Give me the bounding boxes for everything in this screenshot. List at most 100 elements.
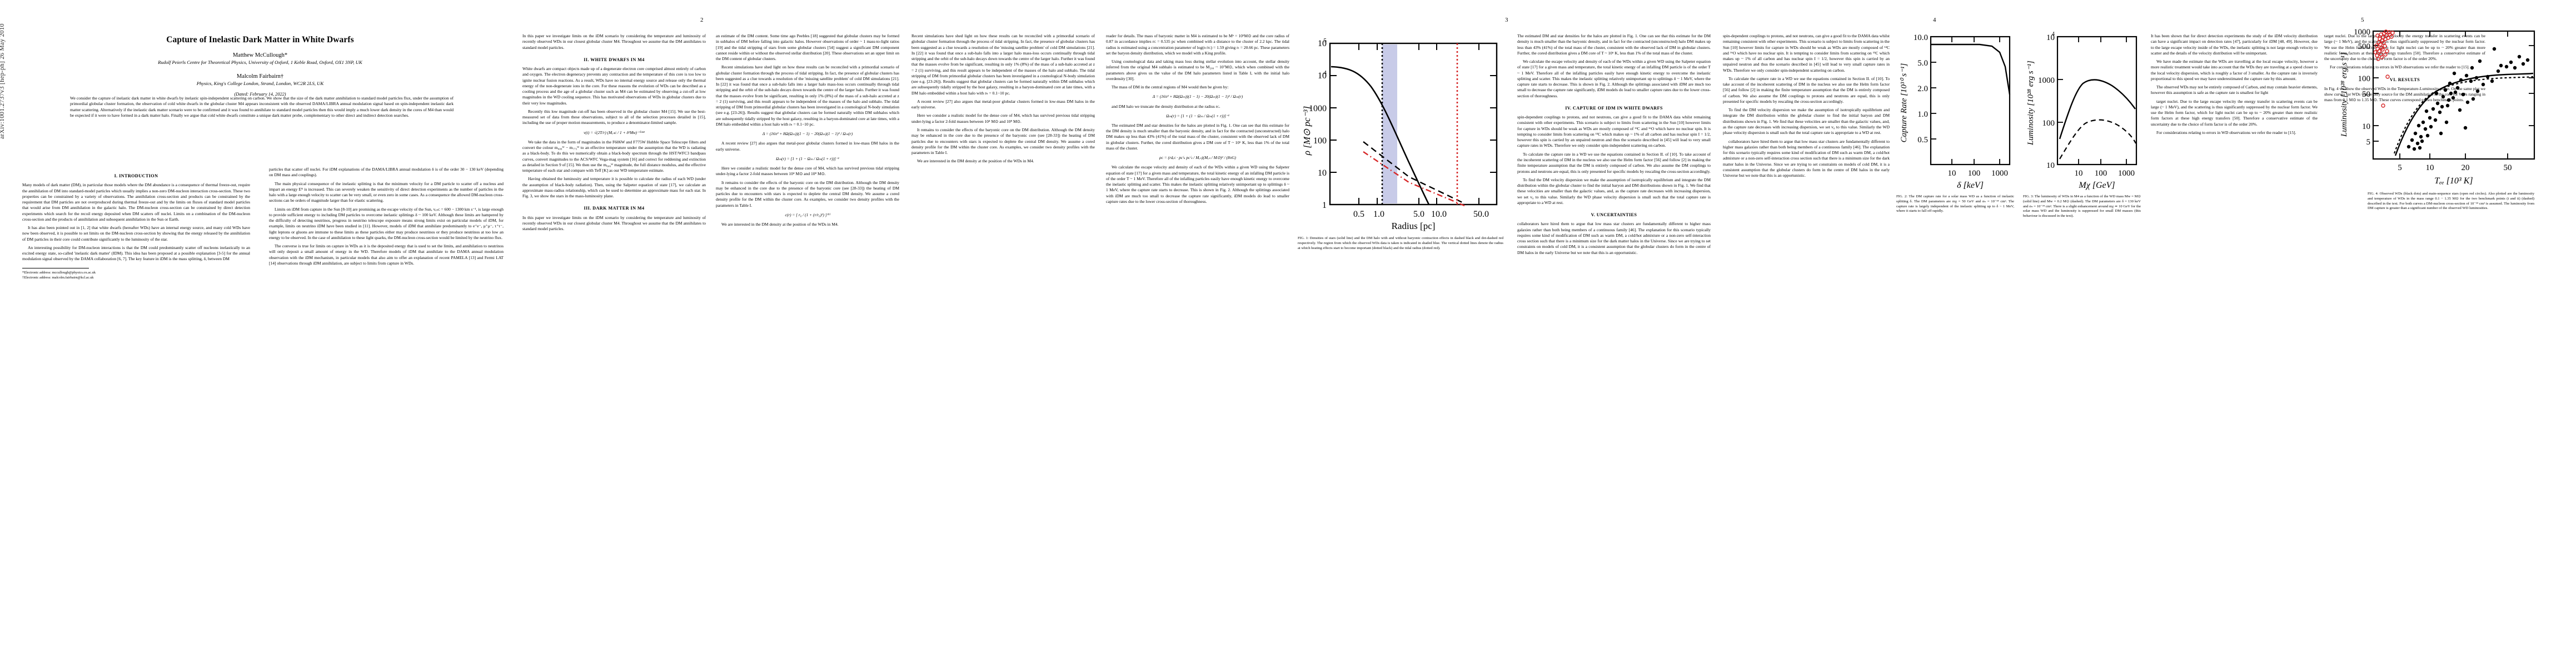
paragraph: an estimate of the DM content. Some time… (716, 33, 899, 62)
y-tick-label: 1.0 (1917, 110, 1928, 119)
paragraph: spin-dependent couplings to protons, and… (1723, 33, 1890, 73)
paragraph: target nuclei. Due to the large escape v… (2151, 98, 2318, 127)
y-tick-label: 100 (2042, 119, 2055, 128)
y-tick-exp: 4 (1324, 69, 1327, 76)
x-tick-label: 1.0 (1373, 210, 1384, 219)
affiliation-1: Rudolf Peierls Centre for Theoretical Ph… (158, 59, 362, 66)
x-tick-label: 1000 (1991, 169, 2008, 178)
x-tick-label: 20 (2462, 163, 2470, 172)
paragraph: An interesting possibility for DM-nucleo… (22, 245, 250, 262)
y-tick-label: 1000 (2038, 76, 2055, 85)
equation: Δ = (16π³ + 8Ω(Ωₘ))(1 − 1) − 20(Ωₘ)(1 − … (1152, 94, 1243, 99)
benchmark-curve-i (2394, 72, 2534, 156)
paragraph: The estimated DM and star densities for … (1106, 122, 1289, 151)
equation: ρᴄ = (rdₑᴄ · pcⁱₖ pcⁱₛ / Mₑₛ)(Mₑₛ / M⊙)²… (1159, 155, 1237, 161)
section-heading-results: VI. RESULTS (2389, 77, 2420, 82)
x-axis-label: Radius [pc] (1392, 221, 1436, 231)
paragraph: collaborators have hired them to argue t… (1723, 138, 1890, 178)
section-heading-introduction: I. INTRODUCTION (114, 173, 158, 178)
x-tick-label: 100 (2095, 169, 2107, 178)
y-tick-label: 10 (2362, 122, 2370, 131)
y-tick-label: 100 (2358, 74, 2371, 83)
affiliation-2: Physics, King's College London, Strand, … (196, 80, 324, 86)
x-tick-label: 10 (1948, 169, 1956, 178)
paragraph: We calculate the escape velocity and den… (1106, 165, 1289, 204)
y-tick-label: 10 (1318, 168, 1327, 178)
arxiv-stamp: arXiv:1001.2737v3 [hep-ph] 26 May 2010 (0, 23, 6, 139)
y-tick-label: 100 (1313, 136, 1327, 146)
paragraph: and DM halo we truncate the density dist… (1112, 103, 1220, 109)
paragraph: particles that scatter off nuclei. For i… (269, 167, 504, 178)
y-axis-label: Capture Rate [10³⁰ s⁻¹] (1900, 63, 1909, 142)
x-tick-label: 100 (1968, 169, 1981, 178)
y-tick-label: 10 (2046, 33, 2055, 42)
figure-4-plot: 1000 500 100 50 10 5 5 10 20 50 Tₑₑ [10³… (2340, 28, 2535, 186)
page3-column-2: reader for details. The mass of baryonic… (1106, 33, 1289, 207)
page3-column-1: Recent simulations have shed light on ho… (911, 33, 1095, 167)
paragraph: Recent simulations have shed light on ho… (716, 64, 899, 127)
folio-2: 2 (700, 17, 704, 23)
figure-1-caption: FIG. 1: Densities of stars (solid line) … (1298, 236, 1503, 250)
x-tick-label: 5.0 (1413, 210, 1424, 219)
paragraph: The observed WDs may not be entirely com… (2151, 84, 2318, 96)
figure-2-plot: 10.0 5.0 2.0 1.0 0.5 10 100 1000 δ [keV]… (1900, 33, 2011, 190)
figure-2-caption: FIG. 2: The DM capture rate for a solar … (1896, 195, 2014, 213)
x-tick-label: 0.5 (1353, 210, 1364, 219)
y-tick-label: 5.0 (1917, 59, 1928, 68)
title-block: Capture of Inelastic Dark Matter in Whit… (10, 34, 510, 97)
page-4: 3 (1295, 0, 1717, 667)
paragraph: Limits on iDM from capture in the Sun [8… (269, 206, 504, 240)
figure-4: 1000 500 100 50 10 5 5 10 20 50 Tₑₑ [10³… (2334, 22, 2573, 211)
x-axis-label: Tₑₑ [10³ K] (2434, 176, 2473, 186)
page-1: Capture of Inelastic Dark Matter in Whit… (10, 0, 510, 667)
paragraph: reader for details. The mass of baryonic… (1106, 33, 1289, 56)
paragraph: For considerations relating to errors in… (2330, 64, 2470, 70)
x-tick-label: 10.0 (1431, 210, 1447, 219)
y-tick-label: 500 (2358, 42, 2371, 51)
y-tick-label: 50 (2362, 90, 2370, 99)
figure-3-plot: 10 4 1000 100 10 10 100 1000 Mχ [GeV] Lu… (2026, 31, 2137, 190)
paragraph: Having obtained the luminosity and tempe… (522, 176, 706, 199)
y-tick-exp: 4 (2052, 31, 2055, 37)
paragraph: In Fig. 4 we show the observed WDs in th… (2324, 86, 2485, 103)
main-sequence-points (2373, 29, 2395, 108)
paragraph: A recent review [27] also argues that me… (716, 141, 899, 152)
stellar-density-curve (1331, 66, 1430, 205)
luminosity-solar-curve (2059, 79, 2136, 140)
x-axis-label: Mχ [GeV] (2078, 181, 2115, 190)
abstract: We consider the capture of inelastic dar… (70, 96, 454, 118)
page-3: Recent simulations have shed light on ho… (911, 0, 1295, 667)
paragraph: White dwarfs are compact objects made up… (522, 66, 706, 106)
page6-column-1: It has been shown that for direct detect… (2151, 33, 2318, 138)
x-tick-label: 50.0 (1473, 210, 1489, 219)
paragraph: To calculate the capture rate in a WD we… (1723, 76, 1890, 104)
footnote-1: *Electronic address: mccullough@physics.… (22, 270, 96, 275)
paragraph: In this paper we investigate limits on t… (522, 33, 706, 50)
y-tick-label: 10 (1318, 71, 1327, 81)
paragraph: It has also been pointed out in [1, 2] t… (22, 225, 250, 242)
x-tick-label: 10 (2426, 163, 2434, 172)
equation: Ωₘ(r) = [1 + (1 − Ωₘ / Ωₘ(1 + r))]⁻¹ (776, 156, 839, 161)
section-heading-wd-m4: II. WHITE DWARFS IN M4 (584, 57, 645, 62)
benchmark-curve-ii (2393, 76, 2534, 154)
page-5: 4 spin-dependent couplings to protons, a… (1723, 0, 2145, 667)
paragraph: For considerations relating to errors in… (2156, 130, 2296, 135)
equation: v(t) = √(2T/r) (Mₑₛᴄ / 1 + δ²Mᴡ)⁻⁰·⁵⁸ (584, 130, 645, 135)
y-tick-label: 1 (1322, 201, 1327, 210)
capture-rate-curve (1931, 43, 2011, 95)
folio-4: 4 (1933, 17, 1936, 23)
page4-column-2: The estimated DM and star densities for … (1517, 33, 1711, 258)
figure-2: 10.0 5.0 2.0 1.0 0.5 10 100 1000 δ [keV]… (1896, 28, 2017, 214)
paragraph: Here we consider a realistic model for t… (911, 113, 1095, 124)
x-tick-label: 50 (2504, 163, 2512, 172)
figure-3: 10 4 1000 100 10 10 100 1000 Mχ [GeV] Lu… (2023, 28, 2144, 219)
figure-3-caption: FIG. 3: The luminosity of WDs in M4 as a… (2023, 195, 2141, 218)
paragraph: A recent review [27] also argues that me… (911, 98, 1095, 110)
page-6: 5 It has been shown that for direct dete… (2151, 0, 2573, 667)
page2-column-1: In this paper we investigate limits on t… (522, 33, 706, 235)
page1-column-1: I. INTRODUCTION Many models of dark matt… (22, 167, 250, 281)
paragraph: Recently this low magnitude cut-off has … (522, 108, 706, 126)
y-tick-label: 0.5 (1917, 136, 1928, 145)
paragraph: The estimated DM and star densities for … (1517, 33, 1711, 56)
